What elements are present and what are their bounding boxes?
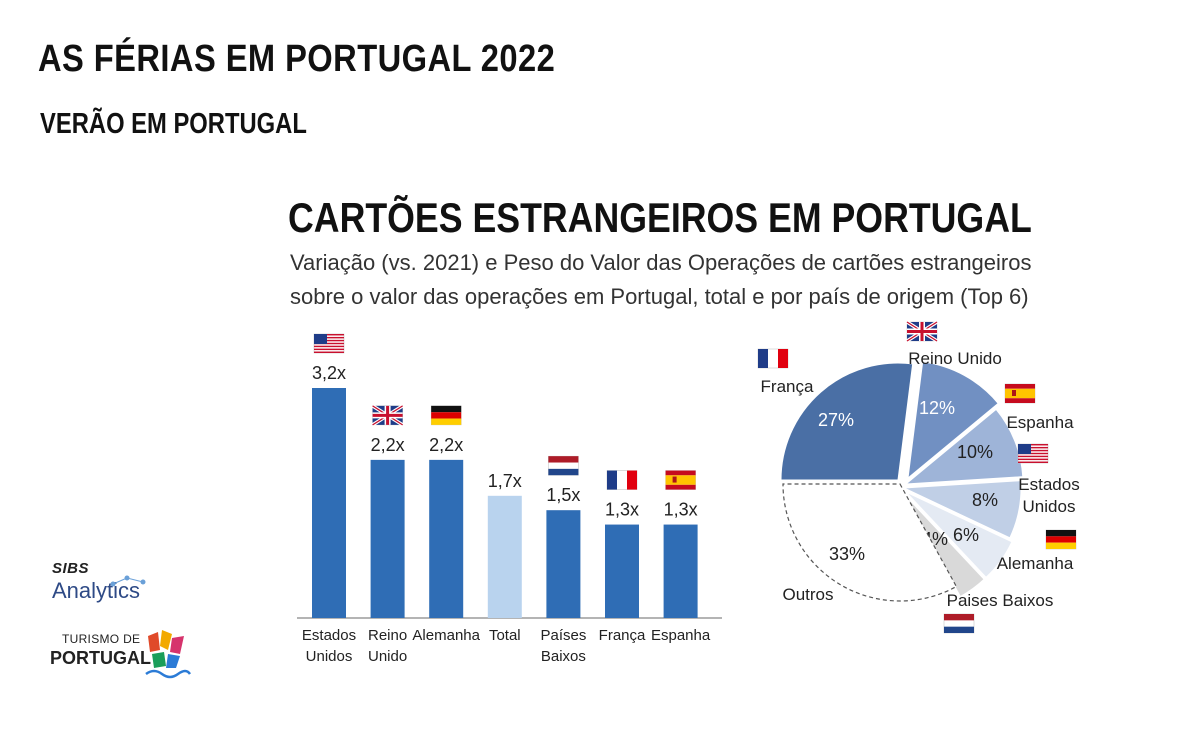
bar-5 (605, 524, 639, 618)
usa-flag-icon (313, 333, 345, 354)
pie-slice-0 (780, 362, 914, 481)
bar-0 (312, 388, 346, 618)
uk-flag-icon (906, 320, 938, 343)
pie-value-label: 33% (829, 544, 865, 564)
pie-slice-2 (904, 408, 1024, 485)
pie-category-label: Paises Baixos (947, 591, 1054, 610)
sibs-logo-dots-icon (110, 575, 146, 587)
turismo-logo-line2: PORTUGAL (50, 648, 151, 668)
chart-title: CARTÕES ESTRANGEIROS EM PORTUGAL (288, 194, 1032, 241)
category-label: Total (489, 627, 521, 644)
pie-slice-6 (782, 483, 958, 602)
category-label: Unidos (306, 648, 353, 665)
bar-value-label: 1,3x (664, 500, 698, 520)
bar-value-label: 2,2x (371, 435, 405, 455)
pie-category-label: Reino Unido (908, 349, 1002, 368)
bar-3 (487, 495, 522, 618)
category-label: Unido (368, 648, 407, 665)
pie-slice-5 (903, 493, 985, 598)
france-flag-icon (606, 470, 638, 490)
sibs-logo-analytics: Analytics (52, 578, 141, 603)
uk-flag-icon (371, 404, 404, 427)
chart-description-line2: sobre o valor das operações em Portugal,… (290, 284, 1029, 309)
turismo-logo-line1: TURISMO DE (62, 632, 141, 646)
bar-4 (546, 510, 581, 618)
spain-flag-icon (665, 470, 696, 490)
germany-flag-icon (430, 405, 462, 426)
page-subtitle: VERÃO EM PORTUGAL (40, 108, 307, 140)
category-label: Reino (368, 627, 407, 644)
pie-chart: 27%França 12% Reino Unido 10% Espanha 8% Estad… (757, 320, 1080, 634)
pie-slice-4 (905, 491, 1013, 578)
netherlands-flag-icon (943, 613, 975, 634)
sibs-logo-name: SIBS (52, 560, 90, 577)
bar-value-label: 1,3x (605, 500, 639, 520)
pie-category-label: Estados (1018, 475, 1079, 494)
france-flag-icon (757, 348, 789, 369)
category-label: França (599, 627, 646, 644)
category-label: Espanha (651, 627, 711, 644)
bar-6 (663, 524, 698, 618)
bar-chart: 3,2x Estados Unidos 2,2x Reino Unido 2,2x Alema… (297, 333, 722, 665)
pie-value-label: 12% (919, 398, 955, 418)
bar-1 (370, 459, 405, 618)
category-label: Estados (302, 627, 356, 644)
pie-category-label: Unidos (1023, 497, 1076, 516)
bar-value-label: 1,7x (488, 471, 522, 491)
bar-value-label: 1,5x (546, 485, 580, 505)
pie-value-label: 27% (818, 410, 854, 430)
bar-value-label: 2,2x (429, 435, 463, 455)
spain-flag-icon (1004, 383, 1036, 404)
pie-value-label: 8% (972, 490, 998, 510)
bar-2 (429, 459, 464, 618)
bar-value-label: 3,2x (312, 363, 346, 383)
pie-slice-3 (903, 480, 1022, 539)
pie-category-label: França (761, 377, 814, 396)
pie-category-label: Espanha (1006, 413, 1074, 432)
category-label: Países (540, 627, 586, 644)
germany-flag-icon (1045, 529, 1077, 550)
usa-flag-icon (1017, 443, 1049, 464)
pie-value-label: 6% (953, 525, 979, 545)
pie-category-label: Alemanha (997, 554, 1074, 573)
pie-slice-1 (907, 361, 999, 480)
page-title: AS FÉRIAS EM PORTUGAL 2022 (38, 38, 556, 80)
category-label: Baixos (541, 648, 586, 665)
turismo-logo-icon (145, 630, 192, 679)
chart-description-line1: Variação (vs. 2021) e Peso do Valor das … (290, 250, 1032, 275)
pie-value-label: 10% (957, 442, 993, 462)
pie-category-label: Outros (782, 585, 833, 604)
category-label: Alemanha (412, 627, 480, 644)
netherlands-flag-icon (548, 455, 579, 476)
